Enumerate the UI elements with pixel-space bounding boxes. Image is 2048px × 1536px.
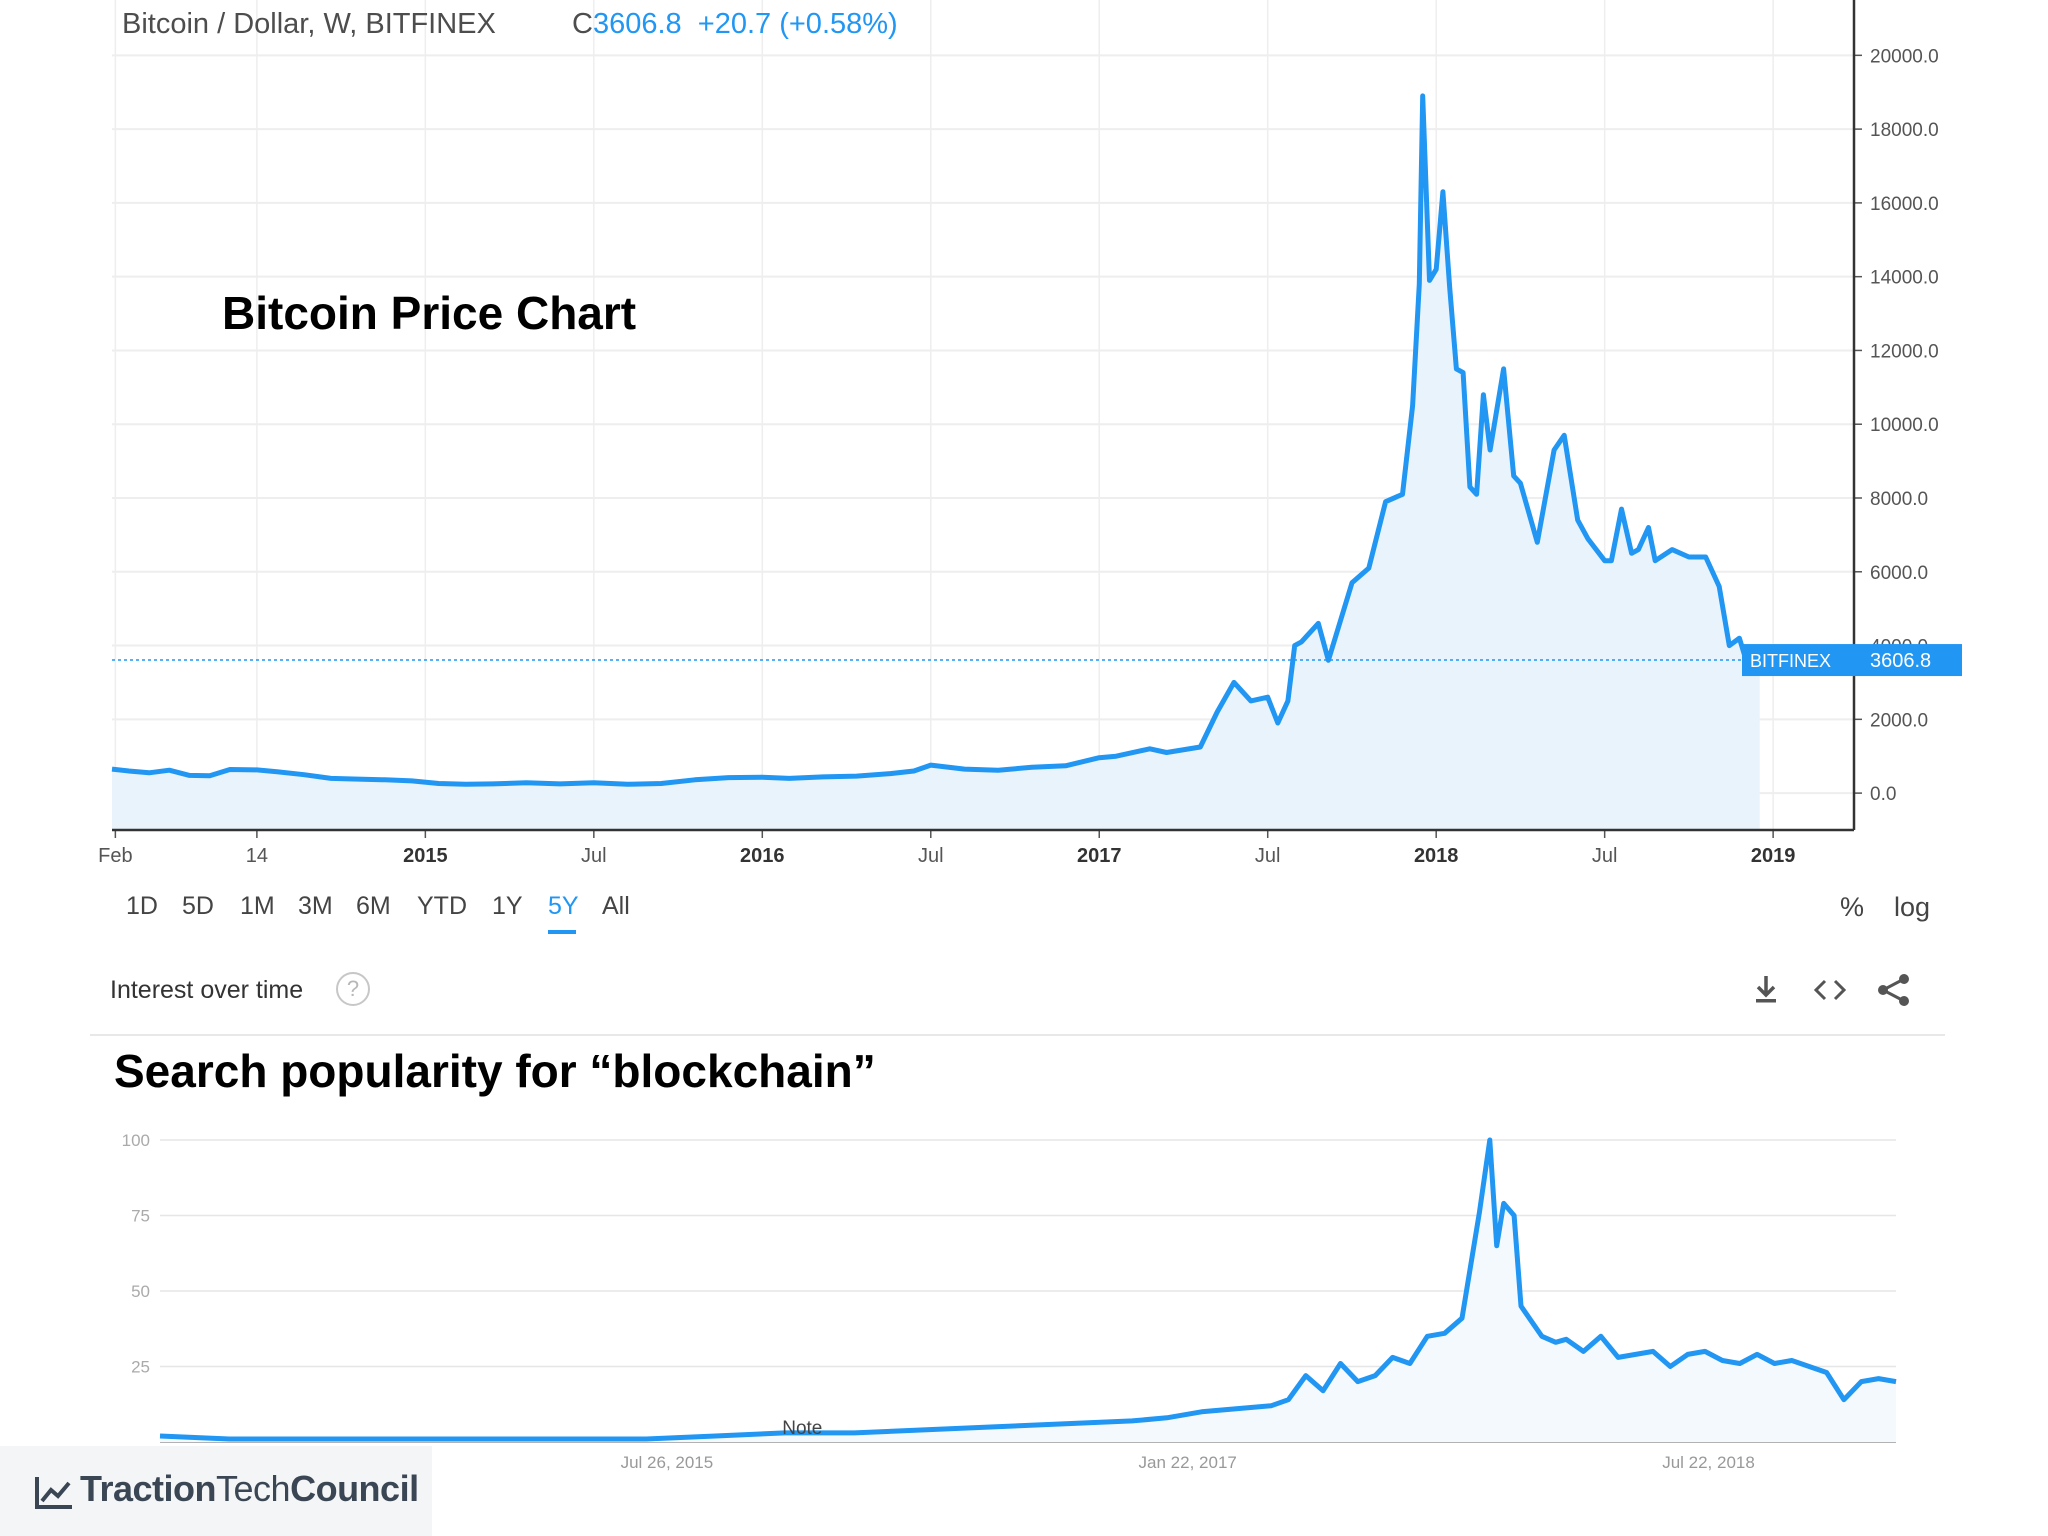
logo-part-3: Council — [290, 1468, 419, 1509]
price-series-line — [111, 93, 1762, 787]
range-1d-button[interactable]: 1D — [126, 892, 158, 920]
log-scale-button[interactable]: log — [1894, 892, 1931, 922]
range-5y-button[interactable]: 5Y — [548, 892, 579, 920]
x-tick-label: Jul 22, 2018 — [1662, 1453, 1755, 1472]
price-tag-value: 3606.8 — [1870, 650, 1931, 672]
x-tick-label: Jul — [918, 845, 944, 867]
overlay-title-blockchain: Search popularity for “blockchain” — [114, 1045, 876, 1097]
range-1y-button[interactable]: 1Y — [492, 892, 523, 920]
y-tick-label: 25 — [131, 1358, 150, 1377]
traction-tech-council-logo: TractionTechCouncil — [0, 1446, 432, 1536]
quote-prefix: C — [572, 8, 593, 40]
help-icon[interactable]: ? — [336, 972, 370, 1006]
x-tick-label: Jul 26, 2015 — [621, 1453, 714, 1472]
x-tick-label: Jul — [1255, 845, 1281, 867]
percent-scale-button[interactable]: % — [1840, 892, 1865, 922]
trend-chart-icon — [35, 1477, 72, 1509]
active-range-underline — [548, 930, 576, 934]
x-tick-label: Jul — [581, 845, 607, 867]
price-tag-bg — [1742, 644, 1962, 677]
trends-header: Interest over time ? — [110, 970, 1940, 1030]
y-tick-label: 8000.0 — [1870, 489, 1928, 510]
y-tick-label: 12000.0 — [1870, 341, 1939, 362]
range-3m-button[interactable]: 3M — [298, 892, 333, 920]
share-icon[interactable] — [1874, 970, 1914, 1010]
x-tick-label: 2015 — [403, 845, 448, 867]
header-divider — [90, 1034, 1945, 1036]
range-1m-button[interactable]: 1M — [240, 892, 275, 920]
overlay-title-bitcoin: Bitcoin Price Chart — [222, 287, 637, 339]
y-tick-label: 75 — [131, 1207, 150, 1226]
range-6m-button[interactable]: 6M — [356, 892, 391, 920]
y-tick-label: 10000.0 — [1870, 415, 1939, 436]
price-tag-label: BITFINEX — [1750, 651, 1831, 671]
y-tick-label: 100 — [122, 1131, 150, 1150]
logo-part-2: Tech — [216, 1468, 291, 1509]
note-label: Note — [782, 1418, 822, 1439]
x-tick-label: 14 — [246, 845, 268, 867]
x-tick-label: 2016 — [740, 845, 785, 867]
interest-area-fill — [160, 1140, 1896, 1442]
range-5d-button[interactable]: 5D — [182, 892, 214, 920]
y-tick-label: 16000.0 — [1870, 194, 1939, 215]
blockchain-interest-chart[interactable]: 25 50 75 100 Jul 26, 2015 Jan 22, 2017 Jul 22,… — [100, 1120, 1900, 1480]
close-value: 3606.8 — [592, 8, 682, 40]
download-icon[interactable] — [1746, 970, 1786, 1010]
y-tick-label: 0.0 — [1870, 784, 1896, 805]
y-tick-label: 18000.0 — [1870, 120, 1939, 141]
bitcoin-price-chart[interactable]: 0.02000.04000.06000.08000.010000.012000.… — [90, 0, 1962, 870]
range-all-button[interactable]: All — [602, 892, 630, 920]
x-tick-label: Feb — [98, 845, 132, 867]
x-tick-label: Jul — [1592, 845, 1618, 867]
y-tick-label: 14000.0 — [1870, 268, 1939, 289]
quote-readout: C3606.8 +20.7 (+0.58%) — [572, 8, 898, 41]
interest-over-time-title: Interest over time — [110, 976, 304, 1004]
symbol-title: Bitcoin / Dollar, W, BITFINEX — [122, 8, 496, 40]
logo-part-1: Traction — [80, 1468, 217, 1509]
y-tick-label: 6000.0 — [1870, 563, 1928, 584]
embed-icon[interactable] — [1810, 970, 1850, 1010]
y-tick-label: 20000.0 — [1870, 46, 1939, 67]
logo-wordmark: TractionTechCouncil — [80, 1468, 419, 1510]
change-value: +20.7 (+0.58%) — [697, 8, 898, 40]
y-tick-label: 50 — [131, 1282, 150, 1301]
x-tick-label: Jan 22, 2017 — [1139, 1453, 1237, 1472]
interest-series-line — [159, 1137, 1897, 1442]
price-area-fill — [112, 95, 1760, 830]
x-tick-label: 2019 — [1751, 845, 1796, 867]
y-tick-label: 2000.0 — [1870, 710, 1928, 731]
range-ytd-button[interactable]: YTD — [417, 892, 467, 920]
range-toolbar: 1D 5D 1M 3M 6M YTD 1Y 5Y All % log — [90, 880, 1962, 944]
x-tick-label: 2017 — [1077, 845, 1122, 867]
x-tick-label: 2018 — [1414, 845, 1459, 867]
